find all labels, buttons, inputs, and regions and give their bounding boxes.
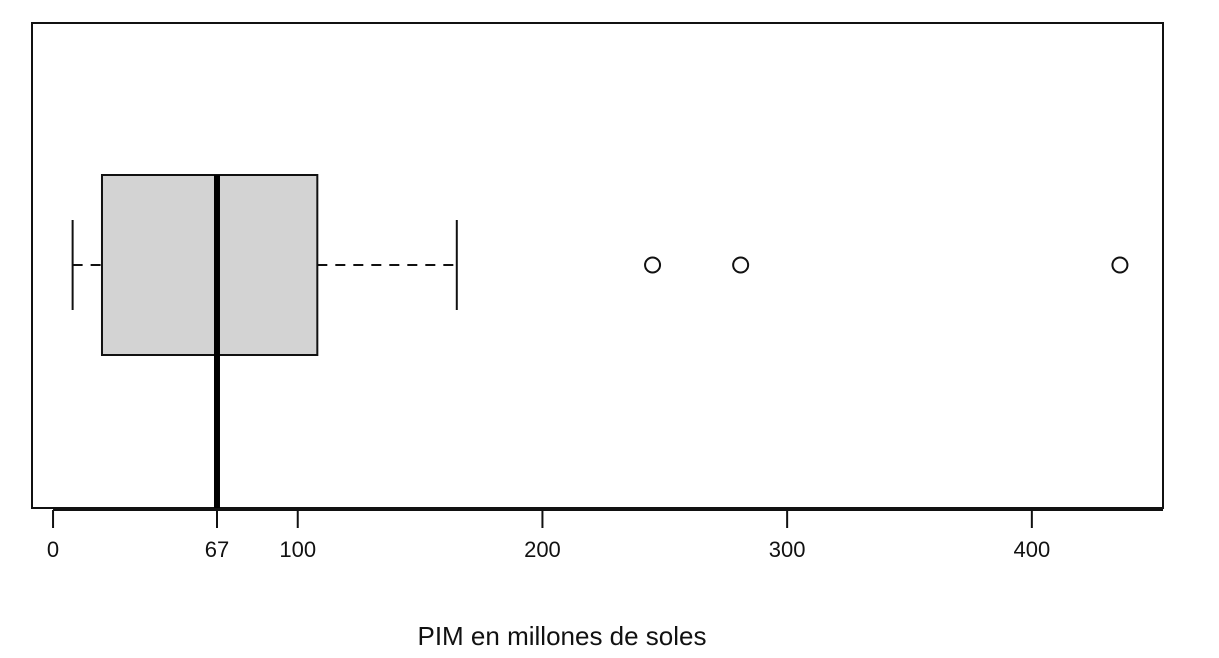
x-tick-label: 300 [769,537,806,562]
x-tick-label: 67 [205,537,229,562]
outlier [644,256,662,274]
x-tick-label: 0 [47,537,59,562]
x-tick-label: 400 [1013,537,1050,562]
x-tick-label: 100 [279,537,316,562]
outlier [1111,256,1129,274]
x-axis-label: PIM en millones de soles [417,621,706,651]
x-tick-label: 200 [524,537,561,562]
outlier [732,256,750,274]
box [100,174,319,356]
plot-frame [31,22,1164,509]
